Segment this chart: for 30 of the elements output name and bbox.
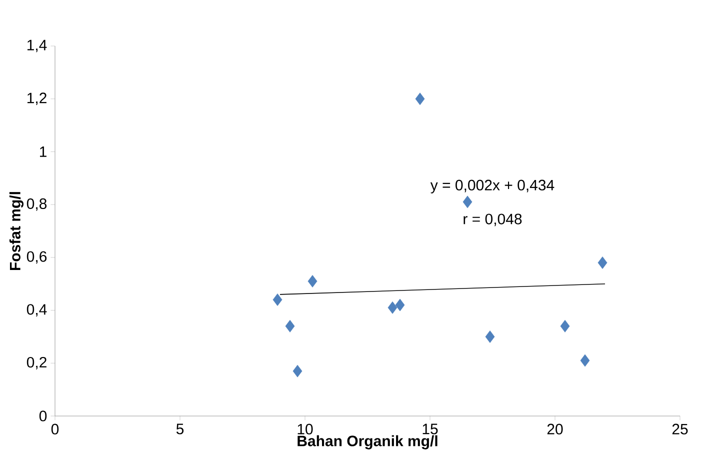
y-tick-label: 1 [40, 146, 46, 157]
point [285, 320, 295, 332]
y-tick-label: 1,2 [27, 92, 46, 106]
y-tick-label: 0 [39, 410, 47, 422]
point [395, 298, 405, 312]
point [308, 275, 318, 288]
point [580, 354, 590, 367]
y-tick-label: 0,2 [26, 356, 46, 370]
point [388, 301, 398, 314]
point [485, 330, 495, 343]
y-tick-label: 0,4 [26, 304, 47, 316]
x-tick-label: 20 [547, 424, 563, 434]
x-axis-title: Bahan Organik mg/l [298, 435, 438, 450]
point [462, 196, 472, 208]
x-tick-label: 0 [51, 424, 59, 434]
y-axis-title: Fosfat mg/l [9, 192, 24, 270]
x-tick-label: 10 [298, 424, 313, 434]
point [560, 320, 570, 332]
y-tick-label: 0,8 [26, 198, 47, 211]
point [272, 294, 282, 306]
y-tick-label: 1,4 [27, 40, 47, 52]
annotation: y = 0,002x + 0,434 [430, 180, 554, 194]
y-tick-label: 0,6 [26, 251, 47, 264]
point [292, 364, 302, 378]
x-tick-label: 25 [672, 424, 688, 434]
point [415, 92, 425, 106]
x-tick-label: 15 [422, 424, 438, 434]
point [598, 256, 608, 269]
annotation: r = 0,048 [464, 214, 522, 226]
x-tick-label: 5 [176, 424, 184, 434]
